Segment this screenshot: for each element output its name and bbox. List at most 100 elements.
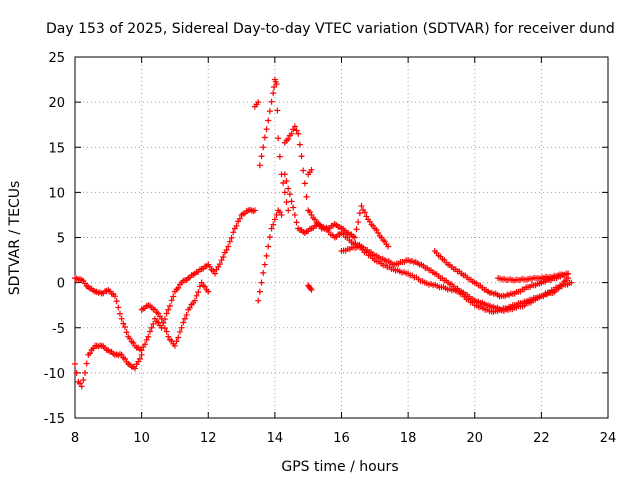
data-point: [161, 325, 168, 332]
data-point: [163, 310, 170, 317]
data-point: [145, 333, 152, 340]
y-tick-label: 25: [48, 51, 65, 66]
data-points: [72, 76, 575, 390]
data-point: [293, 219, 300, 226]
data-point: [295, 130, 302, 137]
data-point: [280, 180, 287, 186]
data-point: [191, 297, 198, 304]
data-point: [150, 320, 157, 327]
data-point: [171, 342, 178, 349]
data-point: [270, 90, 277, 97]
data-point: [258, 279, 265, 286]
data-point: [351, 234, 358, 241]
data-point: [113, 298, 120, 305]
data-point: [120, 320, 127, 327]
data-point: [358, 202, 365, 209]
data-point: [233, 222, 240, 229]
data-point: [256, 162, 263, 169]
data-point: [270, 221, 277, 228]
data-point: [258, 153, 265, 160]
data-point: [251, 207, 258, 214]
data-point: [266, 234, 273, 241]
data-point: [205, 288, 212, 295]
y-tick-label: 20: [48, 96, 65, 111]
data-point: [261, 134, 268, 141]
data-point: [285, 135, 292, 142]
data-point: [568, 279, 575, 286]
data-point: [228, 234, 235, 241]
y-tick-label: -15: [44, 412, 65, 427]
data-point: [195, 289, 202, 295]
data-point: [131, 365, 138, 372]
x-tick-label: 16: [333, 431, 350, 446]
data-point: [165, 306, 172, 313]
data-point: [353, 226, 360, 233]
y-tick-label: 15: [48, 141, 65, 156]
data-point: [266, 108, 273, 115]
data-point: [158, 315, 165, 322]
y-tick-label: -5: [52, 322, 65, 337]
data-point: [121, 324, 128, 331]
axis-ticks: [74, 56, 609, 419]
data-point: [356, 210, 363, 217]
data-point: [220, 254, 227, 261]
chart-title: Day 153 of 2025, Sidereal Day-to-day VTE…: [46, 21, 615, 37]
x-tick-label: 24: [600, 431, 617, 446]
grid-lines: [75, 57, 608, 418]
data-point: [115, 304, 122, 311]
data-point: [260, 144, 267, 151]
data-point: [168, 297, 175, 304]
data-point: [363, 213, 370, 220]
data-point: [303, 193, 310, 200]
data-point: [193, 292, 200, 299]
data-point: [256, 288, 263, 295]
data-point: [271, 216, 278, 223]
x-tick-label: 12: [200, 431, 217, 446]
data-point: [288, 198, 295, 205]
x-tick-label: 14: [267, 431, 284, 446]
data-point: [230, 229, 237, 236]
data-point: [146, 328, 153, 335]
x-tick-label: 22: [533, 431, 550, 446]
data-point: [186, 304, 193, 311]
x-tick-label: 20: [466, 431, 483, 446]
data-point: [288, 130, 295, 137]
data-point: [355, 219, 362, 226]
data-point: [83, 360, 90, 367]
data-point: [301, 180, 308, 187]
x-tick-label: 10: [133, 431, 150, 446]
data-point: [111, 293, 118, 300]
data-point: [178, 324, 185, 331]
data-point: [255, 297, 262, 304]
data-point: [225, 243, 232, 250]
data-point: [265, 117, 272, 124]
data-point: [160, 319, 167, 326]
data-point: [143, 336, 150, 343]
data-point: [223, 246, 230, 253]
data-point: [285, 207, 292, 214]
y-tick-labels: -15 -10 -5 0 5 10 15 20 25: [44, 51, 65, 427]
x-tick-label: 8: [71, 431, 79, 446]
data-point: [308, 286, 315, 293]
data-point: [72, 360, 78, 367]
x-tick-label: 18: [400, 431, 417, 446]
data-point: [278, 211, 285, 218]
data-point: [255, 99, 262, 106]
data-point: [180, 319, 187, 326]
data-point: [176, 328, 183, 335]
data-point: [173, 338, 180, 345]
data-point: [163, 328, 170, 335]
data-point: [80, 376, 87, 383]
data-point: [565, 270, 572, 277]
data-point: [300, 167, 307, 174]
data-point: [286, 191, 293, 198]
data-point: [138, 351, 145, 358]
y-tick-label: 5: [57, 232, 65, 247]
data-point: [276, 153, 283, 160]
data-point: [263, 252, 270, 259]
y-tick-label: 0: [57, 277, 65, 292]
data-point: [116, 310, 123, 317]
data-point: [293, 127, 300, 134]
data-point: [385, 243, 392, 250]
y-tick-label: 10: [48, 186, 65, 201]
